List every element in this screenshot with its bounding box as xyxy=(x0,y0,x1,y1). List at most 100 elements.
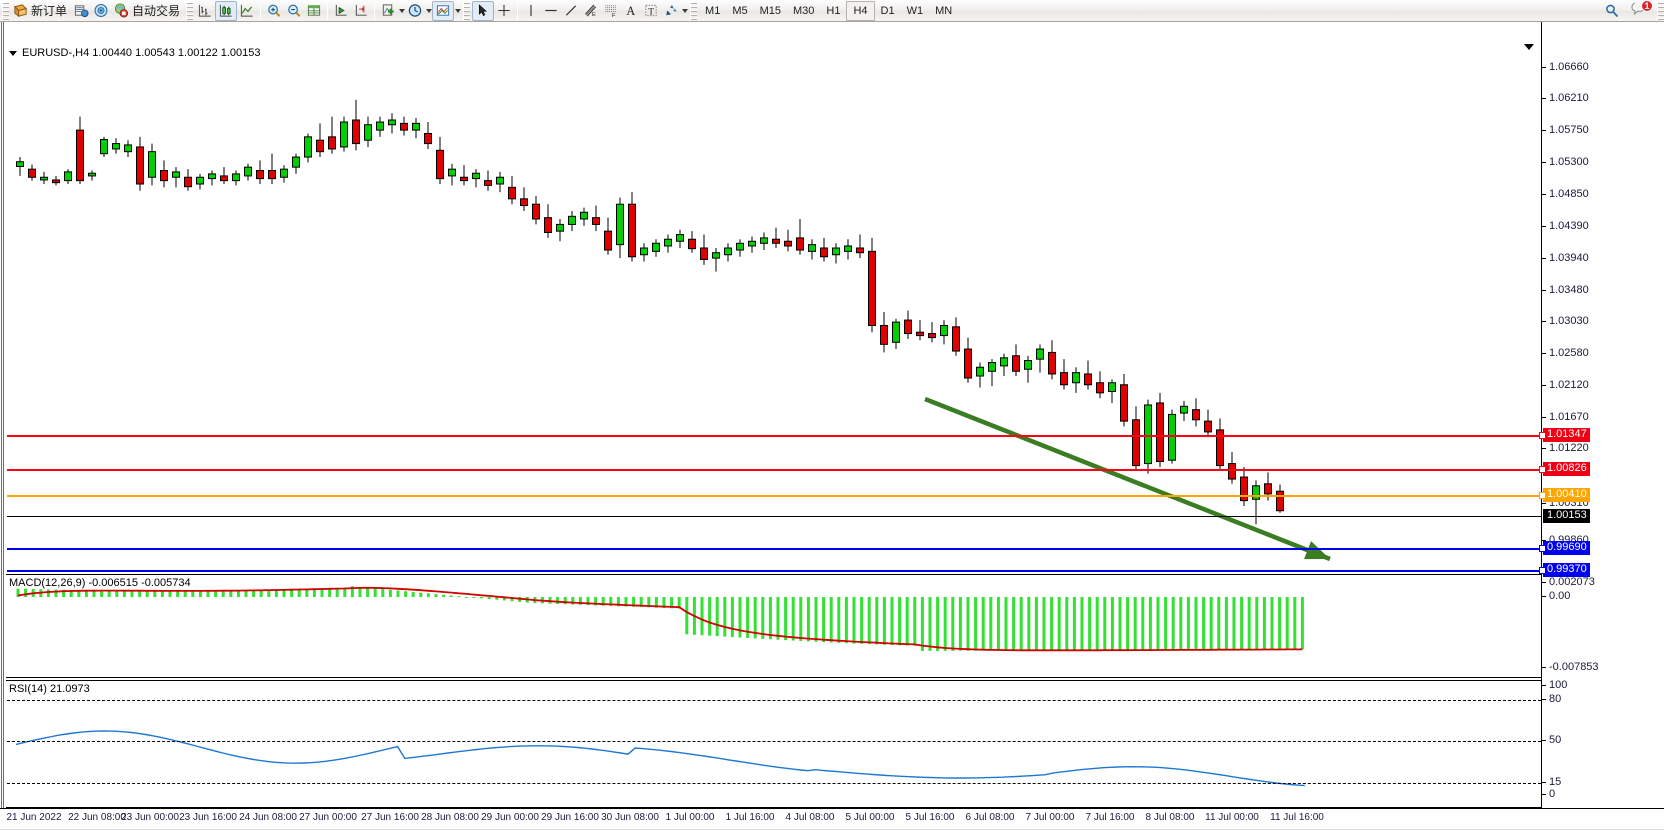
candle xyxy=(1000,357,1008,367)
indicators-button[interactable] xyxy=(378,1,398,21)
candle xyxy=(1192,409,1200,421)
down-trend-arrow[interactable] xyxy=(924,396,1331,562)
timeframe-m5[interactable]: M5 xyxy=(732,5,748,17)
navigator-button[interactable] xyxy=(91,1,111,21)
vertical-line-button[interactable] xyxy=(521,1,541,21)
candle xyxy=(340,121,348,148)
expert-advisor-button[interactable] xyxy=(71,1,91,21)
price-tag-current-price[interactable]: 1.00153 xyxy=(1543,509,1590,523)
new-order-button[interactable]: 新订单 xyxy=(11,1,71,21)
templates-button[interactable] xyxy=(432,0,455,21)
zoom-out-button[interactable] xyxy=(284,1,304,21)
grid-button[interactable] xyxy=(304,1,324,21)
fibonacci-retracement-button[interactable]: F xyxy=(601,1,621,21)
timeframe-w1[interactable]: W1 xyxy=(906,5,924,17)
candle xyxy=(1216,429,1224,467)
macd-bar xyxy=(662,597,666,608)
toolbar-grip-4[interactable] xyxy=(690,1,698,20)
macd-bar xyxy=(130,590,134,597)
price-tag-resistance-1[interactable]: 1.01347 xyxy=(1543,428,1590,442)
time-label-7: 28 Jun 08:00 xyxy=(421,812,479,823)
zoom-in-button[interactable] xyxy=(264,1,284,21)
periods-dropdown-arrow[interactable] xyxy=(426,8,433,13)
auto-scroll-button[interactable] xyxy=(331,1,351,21)
macd-bar xyxy=(1232,597,1236,650)
arrows-button[interactable] xyxy=(661,1,681,21)
macd-bar xyxy=(343,587,347,597)
indicators-dropdown-arrow[interactable] xyxy=(399,8,406,13)
toolbar-grip-3[interactable] xyxy=(463,1,471,20)
text-label-button[interactable]: T xyxy=(641,1,661,21)
toolbar-grip[interactable] xyxy=(2,1,9,20)
timeframe-m1[interactable]: M1 xyxy=(705,5,721,17)
text-label-icon: T xyxy=(645,4,657,17)
chart-collapse-caret-icon[interactable] xyxy=(1524,44,1534,50)
candle xyxy=(748,240,756,247)
price-tick-11: 1.01670 xyxy=(1542,411,1589,423)
time-label-8: 29 Jun 00:00 xyxy=(481,812,539,823)
text-button[interactable]: A xyxy=(621,1,641,21)
price-tag-support-2[interactable]: 0.99370 xyxy=(1543,563,1590,577)
candle xyxy=(892,321,900,343)
timeframe-h4[interactable]: H4 xyxy=(846,0,875,21)
price-line-handle[interactable] xyxy=(1539,492,1546,499)
auto-trading-button[interactable]: 自动交易 xyxy=(111,1,184,21)
macd-bar xyxy=(1285,597,1289,650)
macd-bar xyxy=(168,590,172,597)
price-scale[interactable]: 1.06660 1.06210 1.05750 1.05300 1.04850 1.043… xyxy=(1541,22,1664,808)
candle xyxy=(1228,463,1236,480)
timeframe-m15[interactable]: M15 xyxy=(759,5,781,17)
macd-bar xyxy=(388,589,392,597)
horizontal-line-button[interactable] xyxy=(541,1,561,21)
search-button[interactable] xyxy=(1602,1,1622,21)
equidistant-channel-button[interactable]: E xyxy=(581,1,601,21)
cursor-button[interactable] xyxy=(472,0,495,21)
timeframe-h1[interactable]: H1 xyxy=(826,5,841,17)
candle xyxy=(232,173,240,182)
price-line-handle[interactable] xyxy=(1539,567,1546,574)
macd-bar xyxy=(84,590,88,597)
alerts-button[interactable]: 1 xyxy=(1628,0,1653,21)
macd-bar xyxy=(16,588,20,597)
timeframe-d1[interactable]: D1 xyxy=(880,5,895,17)
price-tick-4: 1.04850 xyxy=(1542,188,1589,200)
timeframe-m30[interactable]: M30 xyxy=(793,5,815,17)
templates-dropdown-arrow[interactable] xyxy=(455,8,462,13)
candle xyxy=(352,119,360,145)
macd-bar xyxy=(1004,597,1008,651)
periods-button[interactable] xyxy=(405,1,425,21)
chart-shift-button[interactable] xyxy=(351,1,371,21)
line-chart-button[interactable] xyxy=(237,1,257,21)
candlestick-chart-button[interactable] xyxy=(215,0,238,21)
chart-menu-caret-icon[interactable] xyxy=(9,50,17,56)
timeframe-mn[interactable]: MN xyxy=(935,5,953,17)
candle xyxy=(328,136,336,150)
crosshair-button[interactable] xyxy=(494,1,514,21)
candle xyxy=(1084,373,1092,386)
macd-bar xyxy=(1141,597,1145,650)
macd-pane xyxy=(16,586,1304,652)
toolbar-grip-5[interactable] xyxy=(1657,1,1664,20)
arrows-dropdown-arrow[interactable] xyxy=(682,8,689,13)
price-tag-pivot[interactable]: 1.00410 xyxy=(1543,488,1590,502)
candle xyxy=(976,366,984,377)
time-label-4: 24 Jun 08:00 xyxy=(239,812,297,823)
candle xyxy=(1120,384,1128,422)
toolbar-grip-2[interactable] xyxy=(186,1,194,20)
price-tick-9: 1.02580 xyxy=(1542,347,1589,359)
macd-bar xyxy=(1103,597,1107,651)
trendline-button[interactable] xyxy=(561,1,581,21)
macd-bar xyxy=(464,596,468,598)
price-tag-support-1[interactable]: 0.99690 xyxy=(1543,541,1590,555)
price-line-handle[interactable] xyxy=(1539,545,1546,552)
price-tag-resistance-2[interactable]: 1.00826 xyxy=(1543,462,1590,476)
macd-bar xyxy=(966,597,970,651)
bar-chart-button[interactable] xyxy=(195,1,215,21)
macd-bar xyxy=(594,597,598,606)
candle xyxy=(1060,372,1068,386)
rsi-line xyxy=(15,730,1305,787)
time-scale[interactable]: 21 Jun 2022 22 Jun 08:00 23 Jun 00:00 23 Ju… xyxy=(0,808,1664,830)
price-line-handle[interactable] xyxy=(1539,466,1546,473)
macd-bar xyxy=(1065,597,1069,651)
price-line-handle[interactable] xyxy=(1539,432,1546,439)
